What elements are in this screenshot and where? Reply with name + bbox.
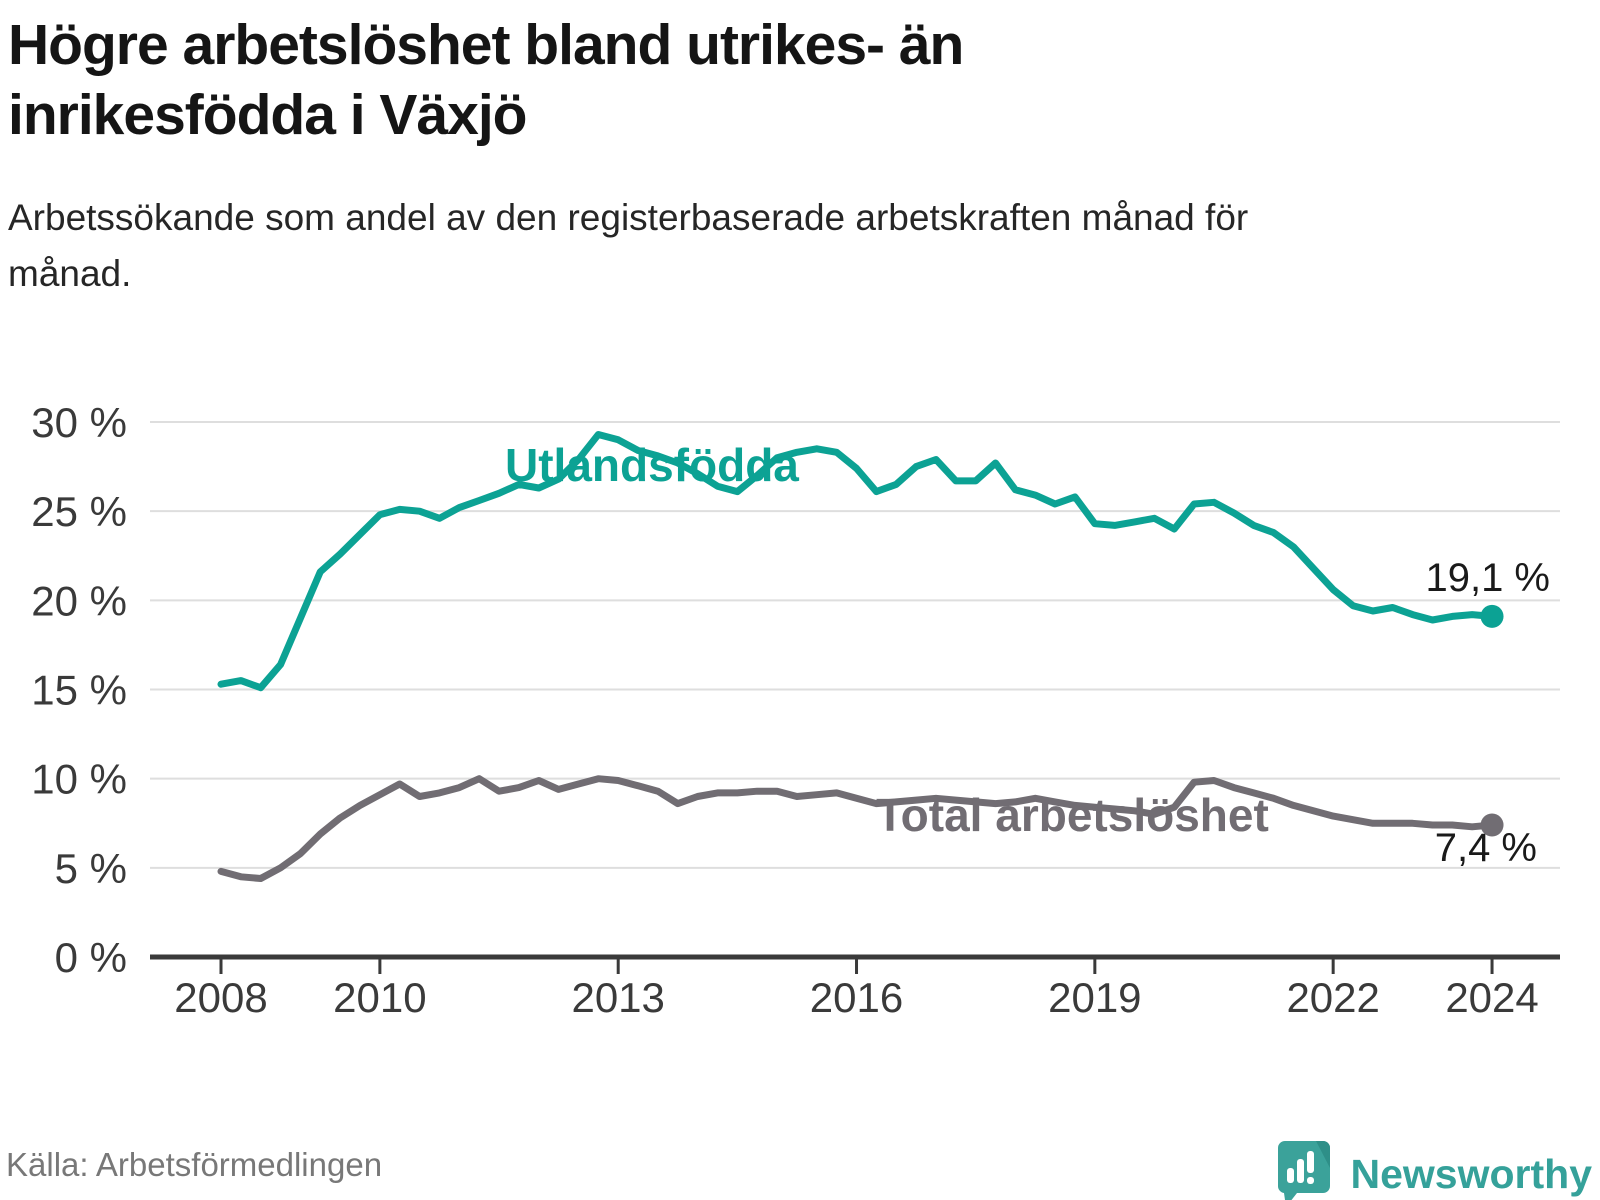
- newsworthy-wordmark: Newsworthy: [1350, 1150, 1593, 1197]
- y-tick-label: 25 %: [31, 488, 127, 535]
- x-tick-label: 2016: [810, 974, 903, 1021]
- x-tick-label: 2022: [1286, 974, 1379, 1021]
- newsworthy-logo-icon: [1277, 1141, 1330, 1200]
- y-tick-label: 5 %: [55, 845, 127, 892]
- y-tick-label: 15 %: [31, 667, 127, 714]
- chart-title: Högre arbetslöshet bland utrikes- än inr…: [8, 13, 964, 148]
- x-tick-label: 2010: [333, 974, 426, 1021]
- end-value-label-utlandsfodda: 19,1 %: [1425, 556, 1550, 600]
- y-tick-label: 0 %: [55, 934, 127, 981]
- y-tick-label: 30 %: [31, 399, 127, 446]
- chart-subtitle: Arbetssökande som andel av den registerb…: [8, 197, 1249, 294]
- y-tick-label: 10 %: [31, 756, 127, 803]
- x-tick-label: 2008: [174, 974, 267, 1021]
- x-tick-label: 2013: [571, 974, 664, 1021]
- end-value-label-total: 7,4 %: [1434, 826, 1537, 870]
- series-line-total-arbetsloshet: [217, 775, 1496, 882]
- x-tick-label: 2024: [1445, 974, 1538, 1021]
- y-tick-label: 20 %: [31, 577, 127, 624]
- source-note: Källa: Arbetsförmedlingen: [6, 1146, 383, 1183]
- end-dot-utlandsfodda: [1480, 604, 1504, 628]
- newsworthy-logo: Newsworthy: [1275, 1138, 1593, 1200]
- series-label-total-arbetsloshet: Total arbetslöshet: [876, 789, 1269, 841]
- series-line-utlandsfodda: [217, 431, 1496, 692]
- x-tick-label: 2019: [1048, 974, 1141, 1021]
- series-label-utlandsfodda: Utlandsfödda: [505, 439, 799, 491]
- end-dot-total-arbetsloshet: [1480, 813, 1504, 837]
